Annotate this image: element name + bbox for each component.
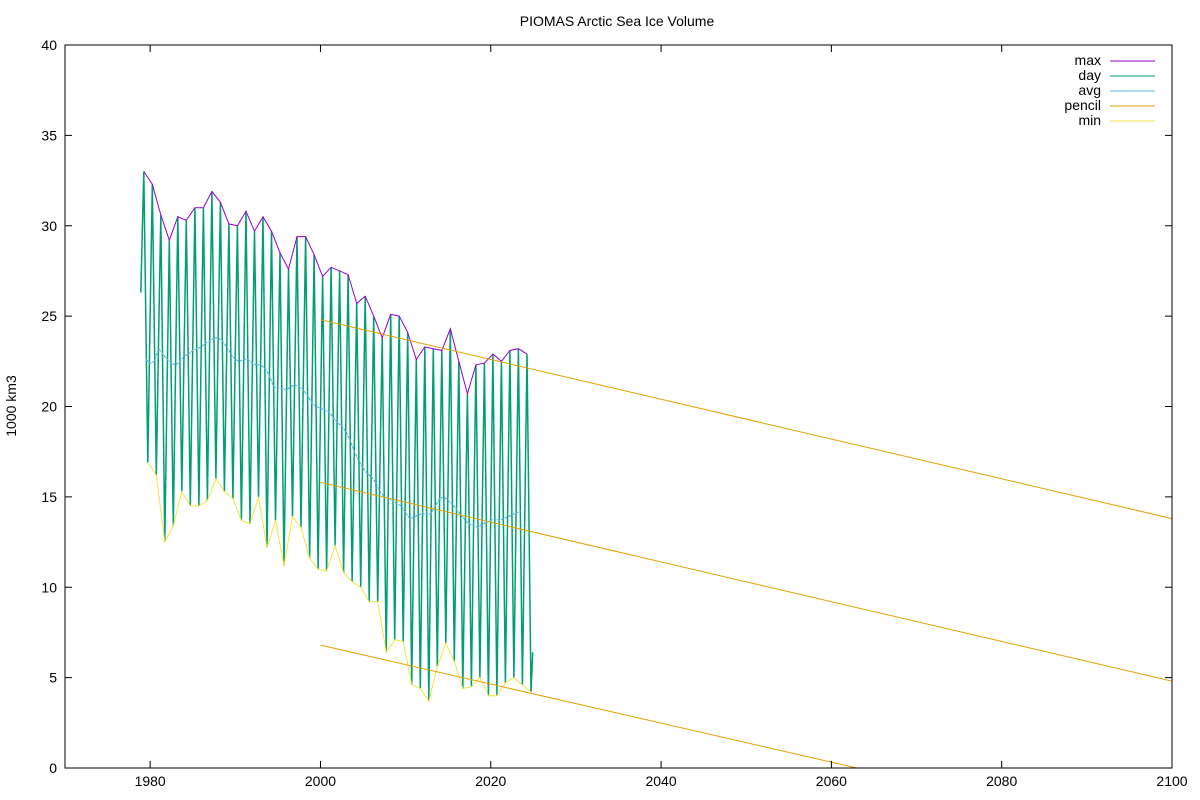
legend-label-min: min bbox=[1078, 112, 1101, 128]
y-tick-label: 30 bbox=[41, 218, 57, 234]
y-tick-label: 15 bbox=[41, 489, 57, 505]
y-tick-label: 5 bbox=[49, 670, 57, 686]
y-tick-label: 10 bbox=[41, 579, 57, 595]
y-axis-label: 1000 km3 bbox=[3, 375, 19, 437]
chart-title: PIOMAS Arctic Sea Ice Volume bbox=[520, 13, 715, 29]
y-tick-label: 0 bbox=[49, 760, 57, 776]
series-min-line bbox=[147, 462, 532, 703]
legend-label-day: day bbox=[1078, 67, 1101, 83]
legend-label-avg: avg bbox=[1078, 82, 1101, 98]
x-tick-label: 2020 bbox=[475, 773, 506, 789]
axis-ticks: 1980 2000 2020 2040 2060 2080 2100 0 5 10 15 20 25 30… bbox=[41, 37, 1187, 789]
legend-label-max: max bbox=[1075, 52, 1101, 68]
plot-frame bbox=[64, 44, 1173, 769]
legend-label-pencil: pencil bbox=[1064, 97, 1101, 113]
y-tick-label: 25 bbox=[41, 308, 57, 324]
series-pencil-line-3 bbox=[320, 644, 858, 769]
series-pencil-line-2 bbox=[320, 481, 1173, 682]
series-day-line bbox=[140, 171, 534, 702]
series-max-line bbox=[143, 171, 528, 396]
x-tick-label: 1980 bbox=[135, 773, 166, 789]
x-tick-label: 2040 bbox=[645, 773, 676, 789]
series-pencil-line-1 bbox=[320, 319, 1173, 520]
x-tick-label: 2100 bbox=[1156, 773, 1187, 789]
y-tick-label: 35 bbox=[41, 127, 57, 143]
y-tick-label: 20 bbox=[41, 399, 57, 415]
y-tick-label: 40 bbox=[41, 37, 57, 53]
x-tick-label: 2080 bbox=[986, 773, 1017, 789]
plot-area bbox=[140, 171, 1173, 769]
x-tick-label: 2000 bbox=[305, 773, 336, 789]
series-avg-line bbox=[145, 337, 521, 529]
x-tick-label: 2060 bbox=[816, 773, 847, 789]
